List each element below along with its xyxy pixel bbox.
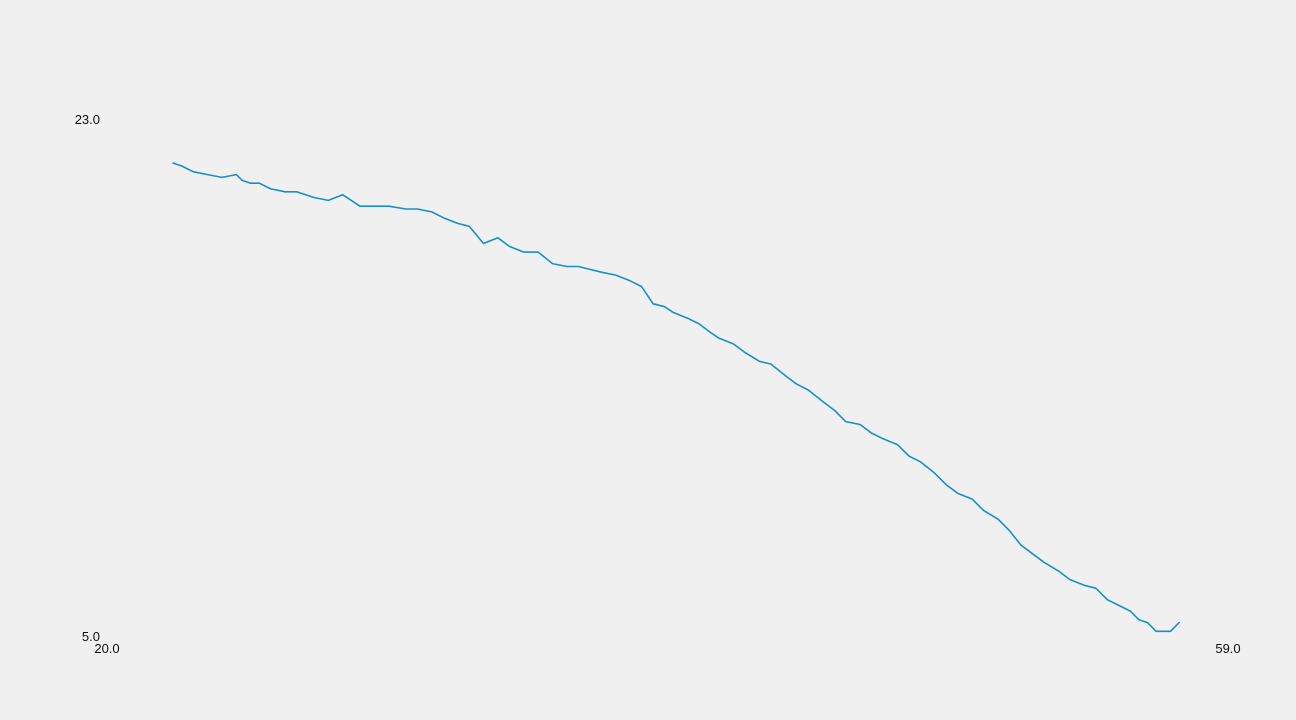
y-tick-label-min: 5.0 (82, 629, 100, 644)
x-tick-label-max: 59.0 (1215, 641, 1240, 656)
x-tick-label-min: 20.0 (94, 641, 119, 656)
series-line-0 (172, 162, 1180, 633)
y-tick-label-max: 23.0 (75, 112, 100, 127)
chart-marks (172, 162, 1180, 633)
